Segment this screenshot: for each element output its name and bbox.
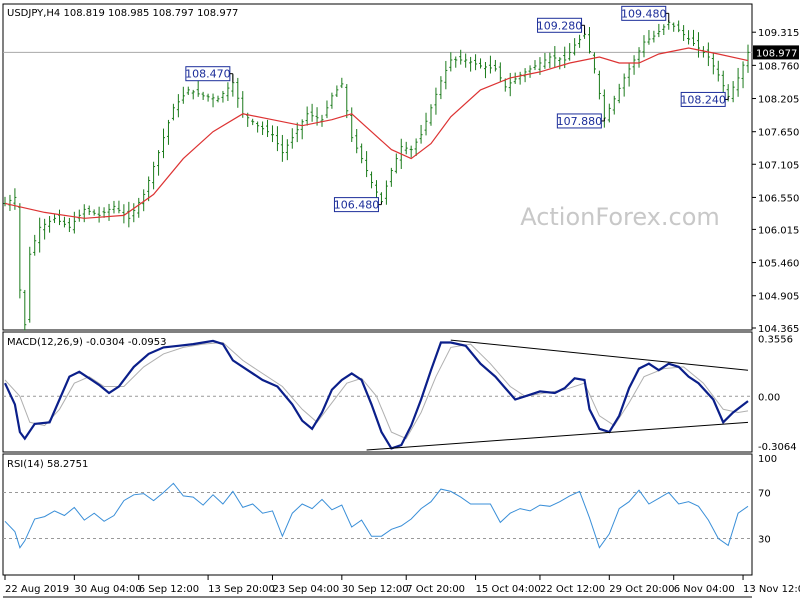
x-tick-label: 30 Sep 12:00 <box>342 584 409 595</box>
price-y-tick-label: 109.315 <box>758 28 799 39</box>
price-callout-label: 109.280 <box>537 19 583 32</box>
x-tick-label: 6 Sep 12:00 <box>139 584 199 595</box>
panel-frame-3 <box>2 453 753 576</box>
macd-trendline <box>450 339 749 371</box>
price-y-tick-label: 104.365 <box>758 324 799 335</box>
x-tick-label: 30 Aug 04:00 <box>74 584 141 595</box>
price-callout-label: 108.470 <box>185 68 231 81</box>
price-y-tick-label: 105.460 <box>758 259 799 270</box>
watermark: ActionForex.com <box>520 203 720 231</box>
x-tick-label: 29 Oct 20:00 <box>609 584 674 595</box>
macd-trendline <box>366 421 749 451</box>
price-callout-label: 109.480 <box>621 7 667 20</box>
rsi-y-tick-label: 30 <box>758 535 771 546</box>
macd-y-tick-label: -0.3064 <box>758 442 797 453</box>
price-y-tick-label: 106.550 <box>758 193 799 204</box>
price-y-tick-label: 107.650 <box>758 128 799 139</box>
x-tick-label: 7 Oct 20:00 <box>406 584 465 595</box>
x-tick-label: 6 Nov 04:00 <box>674 584 735 595</box>
rsi-panel-title: RSI(14) 58.2751 <box>7 459 88 470</box>
x-tick-label: 13 Nov 12:00 <box>743 584 800 595</box>
x-tick-label: 23 Sep 04:00 <box>272 584 339 595</box>
price-y-tick-label: 108.205 <box>758 95 799 106</box>
rsi-y-tick-label: 100 <box>758 454 777 465</box>
price-callout-label: 106.480 <box>334 199 380 212</box>
price-callout-label: 107.880 <box>557 115 603 128</box>
x-tick-label: 22 Oct 12:00 <box>540 584 605 595</box>
price-y-tick-label: 107.105 <box>758 160 799 171</box>
moving-average-line <box>4 47 749 219</box>
price-callout-label: 108.240 <box>680 93 726 106</box>
current-price-label: 108.977 <box>756 48 797 59</box>
macd-panel-title: MACD(12,26,9) -0.0304 -0.0953 <box>7 337 167 348</box>
macd-y-tick-label: 0.00 <box>758 392 780 403</box>
rsi-y-tick-label: 70 <box>758 489 771 500</box>
price-y-tick-label: 108.760 <box>758 61 799 72</box>
x-tick-label: 13 Sep 20:00 <box>208 584 275 595</box>
panel-frame-1 <box>2 3 753 331</box>
rsi-series-line <box>4 482 749 549</box>
price-panel-title: USDJPY,H4 108.819 108.985 108.797 108.97… <box>7 8 238 19</box>
price-y-tick-label: 106.015 <box>758 225 799 236</box>
macd-y-tick-label: 0.3556 <box>758 334 793 345</box>
macd-series-macd <box>4 339 749 450</box>
macd-series-signal <box>4 341 749 440</box>
price-y-tick-label: 104.905 <box>758 292 799 303</box>
panel-frame-2 <box>2 331 753 453</box>
x-tick-label: 15 Oct 04:00 <box>476 584 541 595</box>
current-price-box <box>753 45 799 60</box>
x-tick-label: 22 Aug 2019 <box>5 584 69 595</box>
